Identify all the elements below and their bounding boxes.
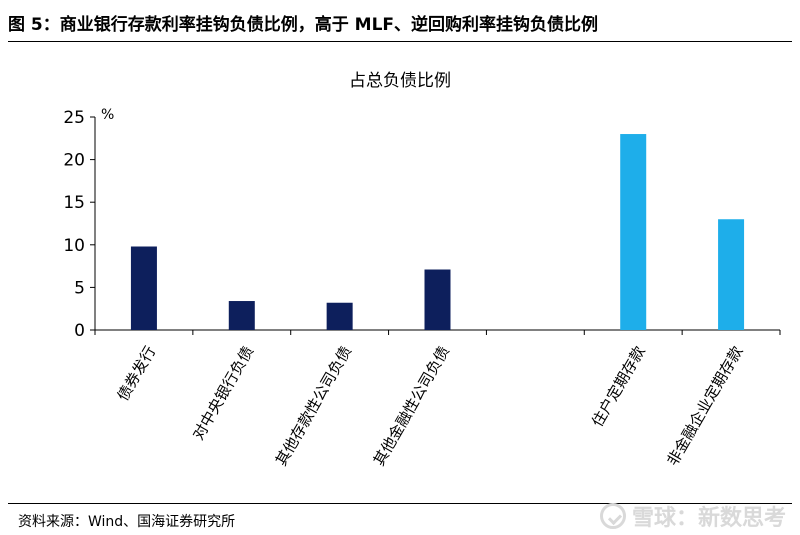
figure-title: 图 5：商业银行存款利率挂钩负债比例，高于 MLF、逆回购利率挂钩负债比例 bbox=[8, 15, 599, 35]
y-tick-label: 25 bbox=[63, 108, 85, 128]
axes: 0 5 10 15 20 25 bbox=[63, 108, 781, 341]
y-tick-label: 10 bbox=[63, 236, 85, 256]
y-tick-label: 15 bbox=[63, 193, 85, 213]
watermark-logo-icon bbox=[599, 503, 626, 529]
bar bbox=[228, 301, 255, 330]
footer-rule bbox=[8, 503, 792, 504]
bar bbox=[718, 219, 745, 330]
y-tick-label: 5 bbox=[74, 278, 85, 298]
y-tick-label: 0 bbox=[74, 321, 85, 341]
bar-chart: 占总负债比例 % 0 5 10 15 20 25 债券发行 对中央银行负债 其他存款性公司负债… bbox=[63, 71, 781, 469]
x-tick-labels: 债券发行 对中央银行负债 其他存款性公司负债 其他金融性公司负债 住户定期存款 非金融企业… bbox=[114, 343, 747, 469]
source-note: 资料来源：Wind、国海证券研究所 bbox=[18, 514, 236, 530]
x-tick-label: 债券发行 bbox=[114, 343, 160, 404]
bars bbox=[130, 134, 745, 330]
y-tick-label: 20 bbox=[63, 151, 85, 171]
x-tick-label: 非金融企业定期存款 bbox=[663, 343, 746, 469]
chart-title: 占总负债比例 bbox=[349, 71, 451, 91]
x-tick-label: 其他存款性公司负债 bbox=[272, 343, 355, 469]
watermark-text: 雪球：新数思考 bbox=[631, 506, 786, 531]
bar bbox=[130, 246, 157, 330]
x-tick-label: 对中央银行负债 bbox=[189, 343, 257, 443]
y-unit-label: % bbox=[101, 107, 114, 123]
title-rule bbox=[8, 41, 792, 42]
bar bbox=[424, 269, 451, 330]
bar bbox=[326, 302, 353, 330]
x-tick-label: 住户定期存款 bbox=[588, 343, 649, 430]
bar bbox=[620, 134, 647, 330]
watermark: 雪球：新数思考 bbox=[599, 500, 786, 532]
x-tick-label: 其他金融性公司负债 bbox=[370, 343, 453, 469]
